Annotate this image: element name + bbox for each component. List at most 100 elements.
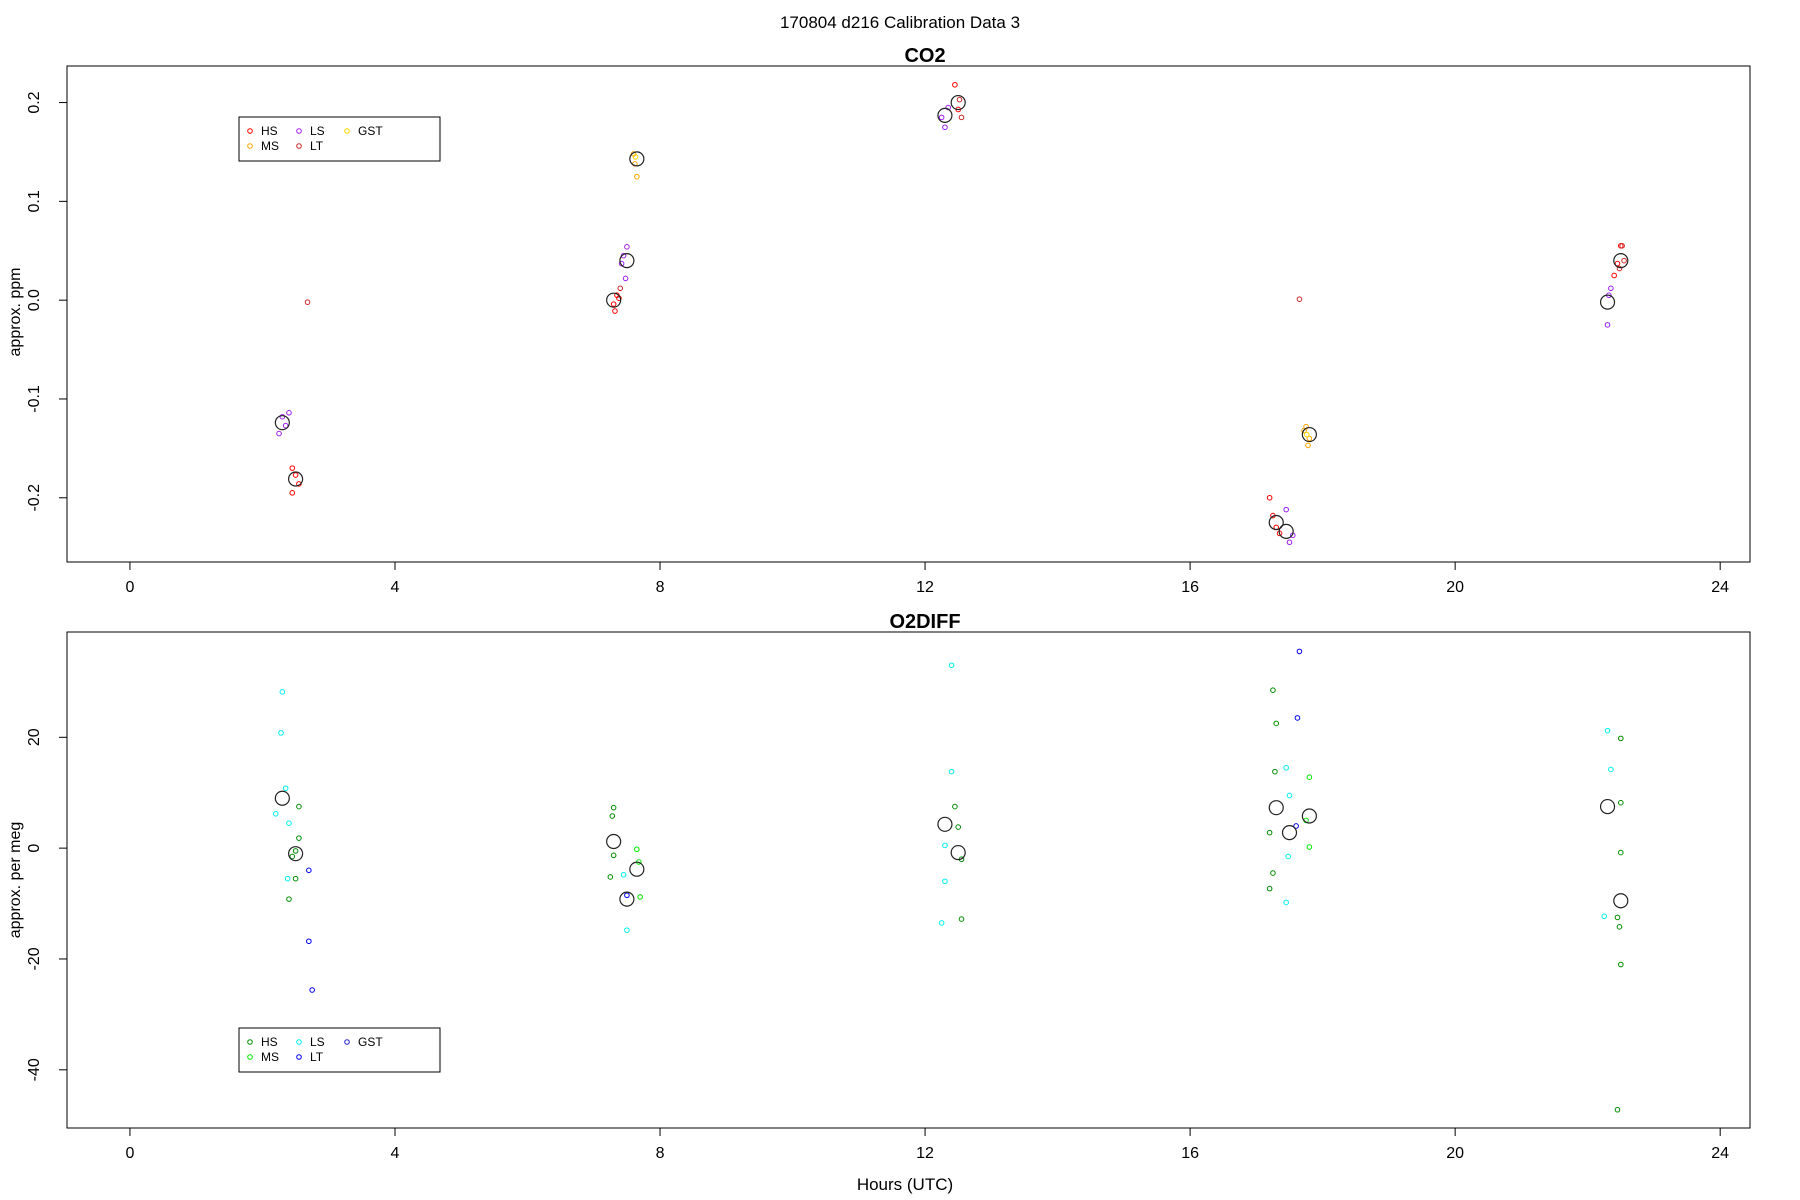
co2-point-lt (1619, 243, 1625, 249)
legend-box (238, 1027, 441, 1073)
o2diff-point-hs (296, 803, 302, 810)
x-tick-label: 0 (125, 1145, 134, 1162)
o2diff-point-lt (1293, 823, 1299, 829)
co2-point-ms (1305, 442, 1311, 449)
co2-mean-marker (274, 415, 290, 431)
co2-mean-marker (937, 107, 953, 124)
legend-swatch (247, 1039, 253, 1045)
co2-point-ls (1286, 539, 1293, 546)
o2diff-mean-marker (606, 833, 622, 850)
o2diff-point-ls (942, 878, 948, 885)
x-tick-label: 8 (656, 1145, 665, 1162)
x-tick-label: 12 (916, 1145, 934, 1162)
co2-point-hs (1611, 272, 1617, 279)
o2diff-point-hs (1616, 924, 1623, 930)
co2-point-gst (632, 154, 639, 160)
o2diff-point-ls (1604, 727, 1611, 734)
o2diff-point-hs (292, 875, 299, 882)
o2diff-point-hs (958, 916, 965, 922)
co2-point-hs (612, 308, 618, 314)
o2diff-point-ls (282, 785, 289, 792)
o2diff-point-ls (938, 920, 945, 926)
o2diff-y-axis-label: approx. per meg (7, 822, 24, 939)
legend-label: HS (261, 124, 278, 138)
co2-point-ls (276, 430, 282, 437)
legend-swatch (247, 1054, 253, 1060)
co2-point-lt (1621, 257, 1627, 264)
x-axis-label: Hours (UTC) (857, 1175, 953, 1194)
co2-data-points (274, 81, 1629, 546)
o2diff-point-lt (624, 892, 630, 899)
o2diff-point-hs (1617, 799, 1624, 806)
o2diff-panel: O2DIFF approx. per meg 0 4 8 12 16 20 24 -40 -20… (7, 611, 1751, 1162)
legend-label: LS (310, 124, 325, 138)
co2-point-hs (289, 465, 296, 471)
o2diff-point-lt (306, 867, 312, 874)
legend-box (238, 116, 441, 162)
o2diff-point-ls (1283, 899, 1289, 906)
o2diff-point-ls (1601, 913, 1608, 920)
o2diff-point-ls (948, 768, 955, 775)
y-tick-label: 0.2 (26, 91, 43, 113)
y-tick-label: 0.0 (26, 289, 43, 311)
o2diff-point-ls (1286, 792, 1293, 799)
o2diff-mean-marker (1268, 800, 1284, 816)
x-tick-label: 8 (656, 579, 665, 596)
o2diff-point-hs (1617, 961, 1624, 968)
co2-point-ms (1301, 427, 1307, 434)
y-tick-label: -0.2 (26, 484, 43, 512)
o2diff-point-ls (948, 662, 955, 669)
co2-point-ls (282, 422, 289, 429)
o2diff-point-hs (955, 824, 961, 830)
x-tick-label: 16 (1181, 1145, 1199, 1162)
x-tick-label: 12 (916, 579, 934, 596)
o2diff-point-hs (289, 853, 296, 860)
y-tick-label: -40 (26, 1058, 43, 1081)
co2-point-lt (1296, 296, 1303, 302)
y-tick-label: 20 (26, 728, 43, 746)
o2diff-mean-marker (1613, 893, 1629, 909)
legend-label: LT (310, 1050, 324, 1064)
co2-mean-marker (1613, 253, 1629, 269)
legend-swatch (344, 128, 350, 134)
o2diff-point-hs (610, 852, 617, 859)
o2diff-point-ls (624, 927, 630, 933)
o2diff-point-ls (1285, 853, 1291, 860)
o2diff-point-ls (1608, 766, 1614, 773)
co2-point-ls (286, 410, 292, 416)
legend-swatch (247, 128, 253, 134)
o2diff-point-ls (620, 871, 627, 878)
o2diff-point-hs (1614, 914, 1621, 921)
o2diff-point-hs (1270, 870, 1276, 876)
legend-swatch (296, 128, 302, 134)
x-tick-label: 16 (1181, 579, 1199, 596)
o2diff-point-hs (952, 803, 958, 810)
legend-swatch (344, 1039, 350, 1045)
o2diff-point-hs (1266, 885, 1273, 892)
co2-mean-marker (1301, 426, 1317, 443)
o2diff-point-hs (1272, 768, 1278, 775)
co2-point-ms (634, 173, 640, 180)
legend-swatch (296, 1054, 302, 1060)
o2diff-point-hs (1273, 720, 1280, 727)
o2diff-point-hs (1617, 849, 1624, 856)
o2diff-point-ms (1306, 844, 1313, 850)
legend-label: HS (261, 1035, 278, 1049)
o2diff-point-ms (634, 846, 640, 853)
legend-swatch (296, 1039, 302, 1045)
co2-point-hs (952, 81, 958, 88)
o2diff-data-points (272, 648, 1629, 1113)
co2-y-axis-label: approx. ppm (7, 268, 24, 357)
co2-mean-marker (606, 292, 622, 308)
co2-axis-ticks: 0 4 8 12 16 20 24 -0.2 -0.1 0.0 0.1 0.2 (26, 91, 1729, 596)
o2diff-point-ls (942, 842, 948, 849)
co2-point-ls (1604, 322, 1611, 328)
o2diff-point-hs (296, 835, 302, 841)
co2-point-hs (610, 301, 617, 307)
o2diff-point-hs (286, 896, 292, 902)
legend-swatch (247, 143, 253, 149)
o2diff-point-ms (637, 894, 643, 900)
